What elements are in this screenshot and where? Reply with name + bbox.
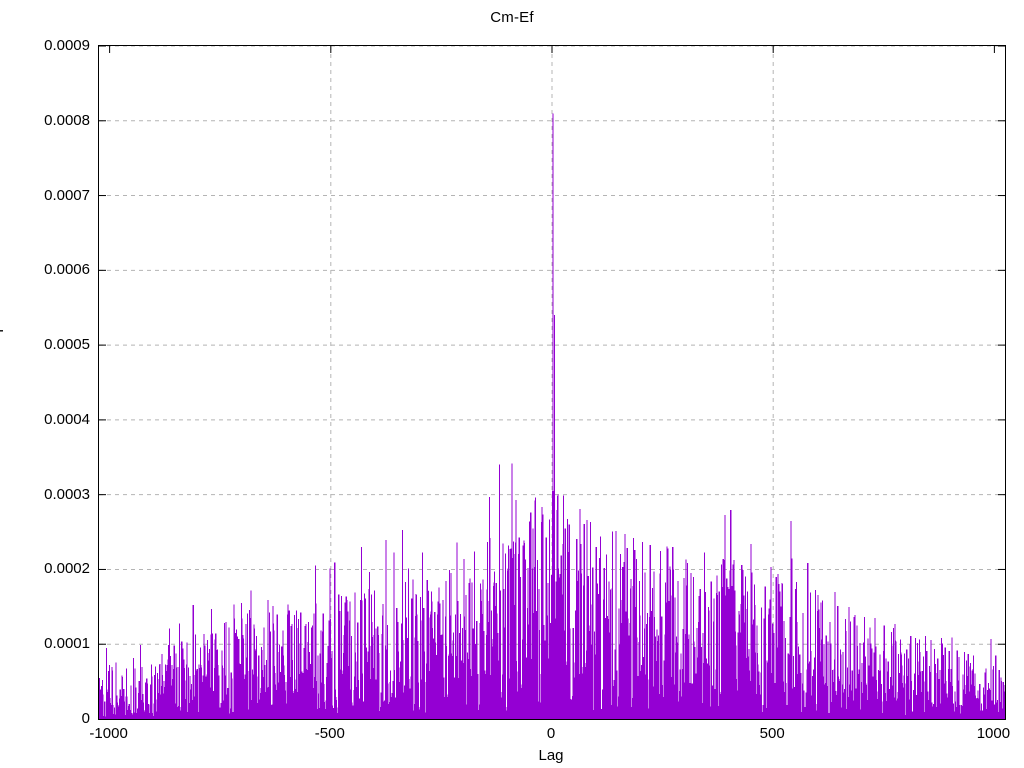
y-tick-label: 0.0006: [44, 261, 90, 279]
y-tick-label: 0.0003: [44, 485, 90, 503]
y-axis-tick-labels: 0 0.0001 0.0002 0.0003 0.0004 0.0005 0.0006 0.0…: [0, 0, 90, 768]
y-tick-label: 0.0001: [44, 635, 90, 653]
x-tick-label: -1000: [89, 725, 128, 742]
plot-inner: [99, 46, 1005, 719]
y-tick-label: 0.0004: [44, 410, 90, 428]
impulse-series: [99, 113, 1005, 719]
x-axis-label: Lag: [538, 747, 564, 764]
x-tick-label: -500: [314, 725, 345, 742]
x-tick-label: 500: [759, 725, 785, 742]
chart-title: Cm-Ef: [490, 9, 534, 26]
y-tick-label: 0.0005: [44, 336, 90, 354]
y-tick-label: 0.0002: [44, 560, 90, 578]
x-tick-label: 0: [546, 725, 556, 742]
y-tick-label: 0: [81, 710, 90, 727]
x-axis-tick-labels: -1000 -500 0 500 1000: [0, 726, 1024, 748]
plot-area: [98, 45, 1006, 720]
y-tick-label: 0.0008: [44, 111, 90, 129]
y-tick-label: 0.0007: [44, 186, 90, 204]
y-tick-label: 0.0009: [44, 37, 90, 54]
x-tick-label: 1000: [976, 725, 1011, 742]
